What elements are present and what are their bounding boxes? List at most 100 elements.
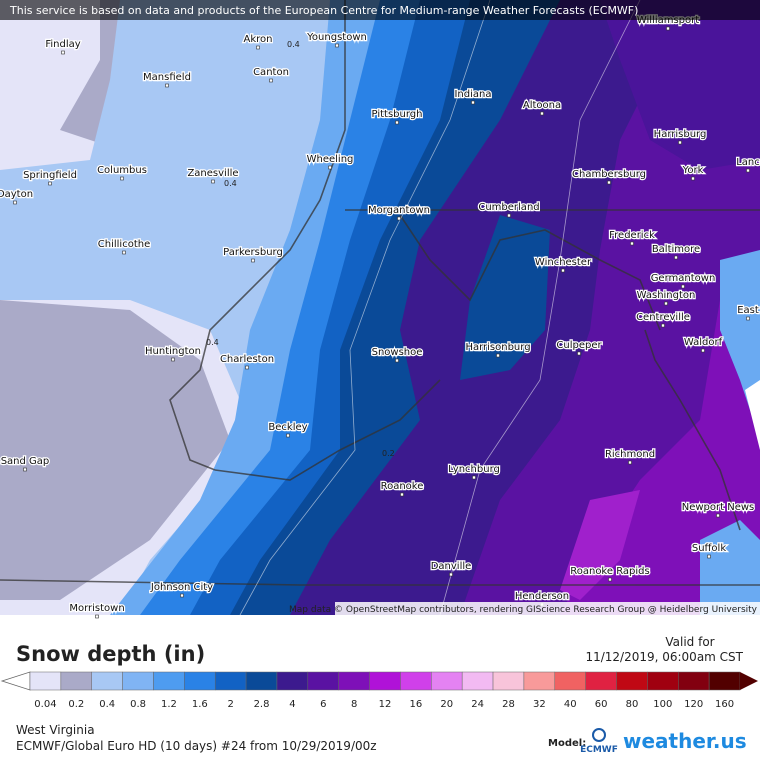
city-dot <box>561 268 565 273</box>
colorbar-label: 2.8 <box>254 699 270 710</box>
city-label: Newport News <box>682 502 755 513</box>
city-dot <box>746 168 750 173</box>
brand-logo: weather.us <box>623 729 747 753</box>
city-label: Akron <box>244 34 273 45</box>
city-label: Youngstown <box>306 32 367 43</box>
city-dot <box>681 284 685 289</box>
city-dot <box>61 50 65 55</box>
colorbar-label: 16 <box>410 699 423 710</box>
city-dot <box>95 614 99 619</box>
contour-label: 0.4 <box>287 40 300 49</box>
city-label: Richmond <box>605 449 655 460</box>
colorbar-swatch <box>91 671 123 691</box>
city-label: Danville <box>431 561 472 572</box>
colorbar-label: 80 <box>626 699 639 710</box>
city-label: Roanoke <box>381 481 424 492</box>
city-dot <box>608 577 612 582</box>
city-label: Cumberland <box>478 202 539 213</box>
colorbar-label: 12 <box>379 699 392 710</box>
colorbar-label: 1.6 <box>192 699 208 710</box>
colorbar-swatch <box>338 671 370 691</box>
city-label: Lynchburg <box>448 464 500 475</box>
colorbar-swatch <box>647 671 679 691</box>
city-label: Mansfield <box>143 72 191 83</box>
colorbar-swatch <box>431 671 463 691</box>
contour-label: 0.2 <box>382 449 395 458</box>
city-label: Waldorf <box>684 337 723 348</box>
city-dot <box>471 100 475 105</box>
city-dot <box>630 241 634 246</box>
city-label: Beckley <box>268 422 307 433</box>
contour-label: 0.4 <box>206 338 219 347</box>
colorbar-swatch <box>245 671 278 691</box>
city-label: Findlay <box>45 39 80 50</box>
city-label: Baltimore <box>652 244 700 255</box>
city-label: Suffolk <box>692 543 726 554</box>
city-label: Lanc <box>736 157 760 168</box>
city-label: Zanesville <box>187 168 238 179</box>
city-label: Chillicothe <box>98 239 150 250</box>
colorbar-swatch <box>369 671 401 691</box>
colorbar-swatch <box>214 671 247 691</box>
city-dot <box>664 301 668 306</box>
city-label: Springfield <box>23 170 77 181</box>
city-label: Canton <box>253 67 289 78</box>
model-run: ECMWF/Global Euro HD (10 days) #24 from … <box>16 739 377 753</box>
city-label: East <box>737 305 759 316</box>
colorbar-label: 0.04 <box>34 699 56 710</box>
city-label: Germantown <box>651 273 716 284</box>
city-dot <box>180 593 184 598</box>
city-dot <box>400 492 404 497</box>
city-dot <box>120 176 124 181</box>
colorbar-swatch <box>678 671 710 691</box>
model-label: Model: <box>548 738 586 749</box>
city-dot <box>48 181 52 186</box>
region: West Virginia <box>16 723 95 737</box>
city-label: Morristown <box>69 603 124 614</box>
city-label: Columbus <box>97 165 147 176</box>
colorbar-label: 0.8 <box>130 699 146 710</box>
colorbar-arrow-right <box>740 672 758 690</box>
city-dot <box>472 475 476 480</box>
service-notice: This service is based on data and produc… <box>9 4 638 17</box>
map: Findlay Akron YoungstownWilliamsportMansfi… <box>0 0 760 619</box>
city-label: Chambersburg <box>572 169 646 180</box>
city-dot <box>577 351 581 356</box>
city-label: Snowshoe <box>372 347 423 358</box>
colorbar-label: 0.2 <box>68 699 84 710</box>
city-label: Harrisonburg <box>465 342 530 353</box>
city-dot <box>507 213 511 218</box>
colorbar-swatch <box>307 671 339 691</box>
city-dot <box>674 255 678 260</box>
city-label: Harrisburg <box>654 129 707 140</box>
city-label: Centreville <box>636 312 690 323</box>
legend: Snow depth (in) Valid for 11/12/2019, 06… <box>0 635 758 710</box>
colorbar-label: 28 <box>502 699 515 710</box>
colorbar-swatch <box>523 671 556 691</box>
city-dot <box>256 45 260 50</box>
city-label: Morgantown <box>368 205 430 216</box>
contour-label: 0.4 <box>224 179 237 188</box>
colorbar-swatch <box>29 671 62 691</box>
city-label: York <box>682 165 704 176</box>
colorbar-label: 6 <box>320 699 326 710</box>
city-label: Johnson City <box>150 582 213 593</box>
city-dot <box>607 180 611 185</box>
colorbar-label: 120 <box>684 699 703 710</box>
colorbar-label: 20 <box>440 699 453 710</box>
ecmwf-icon <box>592 728 606 742</box>
city-dot <box>701 348 705 353</box>
colorbar-label: 1.2 <box>161 699 177 710</box>
city-dot <box>211 179 215 184</box>
city-dot <box>540 111 544 116</box>
city-dot <box>23 467 27 472</box>
city-label: Henderson <box>515 591 569 602</box>
city-dot <box>13 200 17 205</box>
legend-title: Snow depth (in) <box>16 642 205 666</box>
city-dot <box>395 358 399 363</box>
city-dot <box>245 365 249 370</box>
colorbar-swatch <box>276 671 309 691</box>
city-dot <box>397 216 401 221</box>
city-dot <box>678 140 682 145</box>
